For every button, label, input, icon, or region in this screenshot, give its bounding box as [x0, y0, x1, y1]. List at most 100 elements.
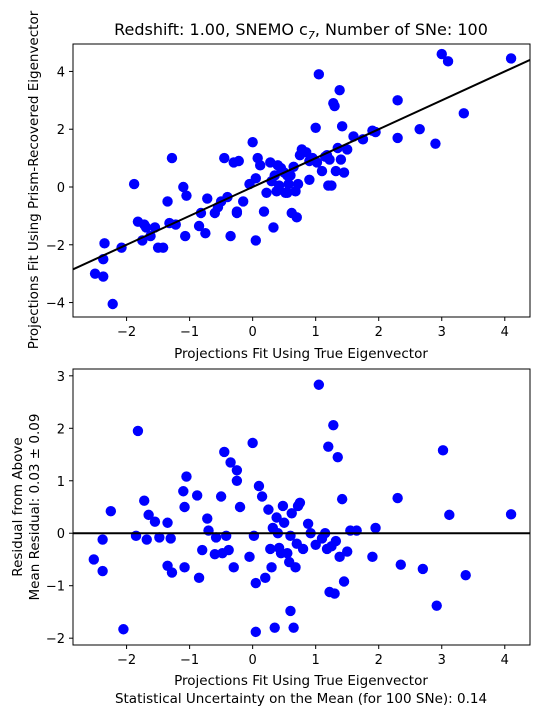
- top-data-point: [178, 181, 189, 193]
- bottom-data-point: [250, 577, 261, 589]
- bottom-data-point: [290, 562, 301, 573]
- bottom-data-point: [444, 509, 455, 521]
- bottom-data-point: [395, 559, 406, 570]
- bottom-data-point: [228, 562, 239, 573]
- top-data-point: [442, 56, 454, 67]
- top-x-tick-label: 4: [501, 325, 509, 340]
- bottom-data-point: [231, 475, 243, 486]
- bottom-data-point: [328, 419, 339, 431]
- bottom-data-point: [297, 543, 309, 555]
- bottom-data-point: [277, 500, 289, 512]
- top-data-point: [313, 69, 325, 80]
- top-data-point: [258, 206, 270, 217]
- bottom-data-point: [210, 532, 222, 543]
- bottom-data-point: [97, 534, 108, 545]
- bottom-data-point: [197, 544, 208, 556]
- top-x-tick-label: 3: [438, 325, 446, 340]
- bottom-data-point: [282, 547, 293, 559]
- bottom-data-point: [310, 539, 321, 550]
- top-fit-line: [73, 58, 530, 271]
- bottom-scatter-chart: −2 −1 0 1 2 3 4 −2 −1 0 1 2 3 Projections Fit Using …: [10, 368, 531, 707]
- bottom-y-tick-label: 0: [57, 527, 65, 542]
- top-data-point: [505, 53, 517, 64]
- top-data-point: [392, 95, 403, 106]
- top-data-point: [89, 268, 101, 279]
- top-data-point: [219, 152, 230, 164]
- top-data-point: [414, 124, 425, 135]
- bottom-data-point: [130, 530, 142, 542]
- bottom-data-point: [336, 493, 348, 505]
- bottom-y-tick-label: 3: [57, 370, 65, 385]
- top-data-point: [166, 152, 178, 164]
- bottom-y-axis-label: Residual from Above: [10, 437, 26, 576]
- bottom-data-point: [154, 532, 165, 543]
- bottom-y-tick-label: 2: [57, 422, 65, 437]
- top-data-point: [233, 155, 244, 167]
- top-x-tick-label: −1: [180, 325, 199, 340]
- bottom-data-point: [166, 567, 178, 578]
- bottom-data-point: [285, 605, 296, 617]
- bottom-data-point: [321, 543, 333, 555]
- top-data-point: [430, 138, 441, 149]
- top-data-point: [98, 271, 109, 282]
- top-data-point: [285, 170, 296, 181]
- bottom-data-point: [139, 495, 150, 506]
- top-data-point: [291, 212, 302, 223]
- top-data-point: [336, 121, 348, 132]
- top-data-point: [338, 167, 350, 178]
- top-y-tick-label: 4: [57, 65, 65, 80]
- bottom-data-point: [392, 492, 403, 504]
- top-data-point: [193, 220, 205, 232]
- top-data-point: [458, 108, 470, 119]
- bottom-x-tick-label: 3: [438, 653, 446, 668]
- top-data-point: [326, 180, 337, 191]
- top-plot-frame: [72, 43, 531, 318]
- bottom-x-tick-label: 4: [501, 653, 509, 668]
- top-data-point: [334, 85, 345, 96]
- bottom-data-point: [253, 480, 265, 492]
- bottom-data-point: [338, 576, 350, 587]
- bottom-data-point: [294, 497, 306, 509]
- bottom-data-point: [330, 535, 342, 547]
- bottom-data-point: [351, 525, 362, 536]
- bottom-y-tick-label: −1: [46, 580, 65, 595]
- top-data-point: [329, 100, 340, 112]
- bottom-data-point: [431, 600, 442, 611]
- bottom-x-axis-sublabel: Statistical Uncertainty on the Mean (for…: [115, 691, 487, 707]
- bottom-data-point: [286, 508, 297, 519]
- top-data-point: [99, 238, 110, 249]
- top-data-point: [237, 196, 249, 207]
- bottom-plot-frame: [72, 368, 531, 646]
- top-x-tick-label: −2: [117, 325, 136, 340]
- bottom-data-point: [271, 512, 282, 523]
- bottom-data-point: [437, 445, 449, 456]
- bottom-data-point: [302, 518, 314, 529]
- top-data-point: [392, 132, 403, 144]
- bottom-data-point: [269, 622, 280, 633]
- top-y-tick-label: −4: [46, 297, 65, 312]
- bottom-data-point: [234, 501, 246, 513]
- bottom-data-point: [179, 562, 190, 573]
- top-data-point: [273, 180, 285, 191]
- bottom-data-point: [334, 551, 345, 563]
- bottom-data-point: [278, 517, 290, 528]
- top-scatter-chart: Redshift: 1.00, SNEMO c7, Number of SNe:…: [26, 10, 531, 362]
- bottom-data-point: [132, 425, 144, 437]
- bottom-data-point: [248, 530, 260, 542]
- bottom-data-point: [342, 546, 353, 557]
- top-x-tick-label: 1: [312, 325, 320, 340]
- bottom-data-point: [219, 446, 230, 458]
- top-y-tick-label: −2: [46, 239, 65, 254]
- top-data-point: [200, 228, 211, 239]
- bottom-data-point: [209, 549, 221, 560]
- bottom-data-point: [193, 572, 205, 584]
- bottom-y-axis-sublabel: Mean Residual: 0.03 ± 0.09: [27, 414, 43, 601]
- top-data-point: [335, 154, 347, 165]
- bottom-data-point: [88, 554, 100, 565]
- bottom-data-point: [505, 509, 517, 520]
- bottom-data-point: [265, 543, 276, 555]
- bottom-data-point: [260, 572, 271, 584]
- bottom-data-point: [247, 437, 258, 449]
- top-data-point: [231, 207, 243, 219]
